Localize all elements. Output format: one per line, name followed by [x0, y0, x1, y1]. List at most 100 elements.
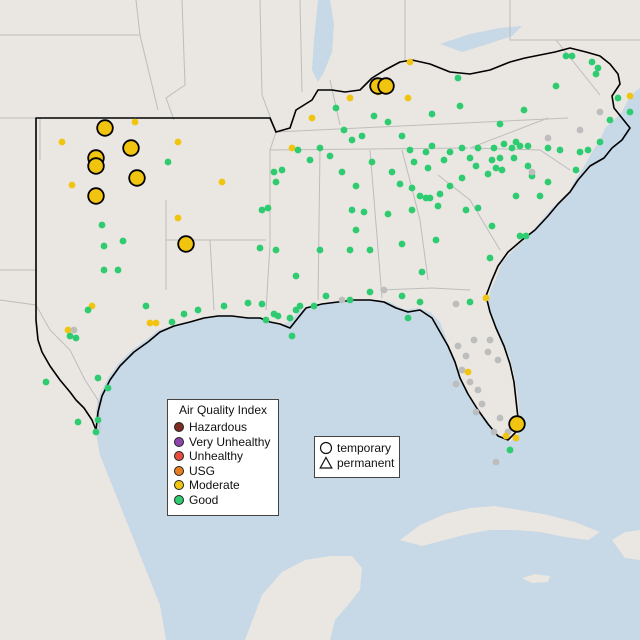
- monitor-good[interactable]: [404, 314, 412, 322]
- monitor-good[interactable]: [310, 302, 318, 310]
- monitor-good[interactable]: [410, 158, 418, 166]
- monitor-no-data[interactable]: [528, 168, 536, 176]
- monitor-no-data[interactable]: [70, 326, 78, 334]
- monitor-good[interactable]: [292, 272, 300, 280]
- monitor-good[interactable]: [462, 206, 470, 214]
- monitor-good[interactable]: [272, 246, 280, 254]
- monitor-good[interactable]: [524, 142, 532, 150]
- monitor-moderate-large[interactable]: [128, 169, 146, 187]
- monitor-good[interactable]: [408, 184, 416, 192]
- monitor-good[interactable]: [424, 164, 432, 172]
- monitor-good[interactable]: [446, 148, 454, 156]
- monitor-good[interactable]: [338, 168, 346, 176]
- monitor-no-data[interactable]: [380, 286, 388, 294]
- monitor-good[interactable]: [332, 104, 340, 112]
- monitor-good[interactable]: [422, 148, 430, 156]
- monitor-good[interactable]: [408, 206, 416, 214]
- monitor-no-data[interactable]: [490, 428, 498, 436]
- monitor-good[interactable]: [288, 332, 296, 340]
- monitor-moderate-large[interactable]: [377, 77, 395, 95]
- monitor-good[interactable]: [516, 232, 524, 240]
- monitor-good[interactable]: [306, 156, 314, 164]
- monitor-good[interactable]: [74, 418, 82, 426]
- monitor-good[interactable]: [592, 70, 600, 78]
- monitor-good[interactable]: [406, 146, 414, 154]
- monitor-moderate[interactable]: [146, 319, 154, 327]
- monitor-moderate[interactable]: [464, 368, 472, 376]
- monitor-no-data[interactable]: [458, 366, 466, 374]
- monitor-good[interactable]: [42, 378, 50, 386]
- monitor-good[interactable]: [436, 190, 444, 198]
- monitor-good[interactable]: [562, 52, 570, 60]
- monitor-good[interactable]: [398, 132, 406, 140]
- monitor-moderate[interactable]: [68, 181, 76, 189]
- monitor-good[interactable]: [396, 180, 404, 188]
- monitor-good[interactable]: [596, 138, 604, 146]
- monitor-good[interactable]: [428, 110, 436, 118]
- monitor-good[interactable]: [416, 298, 424, 306]
- monitor-no-data[interactable]: [576, 126, 584, 134]
- monitor-good[interactable]: [456, 102, 464, 110]
- monitor-good[interactable]: [498, 166, 506, 174]
- monitor-good[interactable]: [488, 156, 496, 164]
- monitor-no-data[interactable]: [470, 336, 478, 344]
- monitor-good[interactable]: [258, 300, 266, 308]
- monitor-good[interactable]: [626, 108, 634, 116]
- monitor-no-data[interactable]: [454, 342, 462, 350]
- monitor-good[interactable]: [594, 64, 602, 72]
- monitor-moderate[interactable]: [174, 138, 182, 146]
- monitor-good[interactable]: [346, 296, 354, 304]
- monitor-good[interactable]: [294, 146, 302, 154]
- monitor-moderate[interactable]: [64, 326, 72, 334]
- monitor-good[interactable]: [366, 288, 374, 296]
- monitor-good[interactable]: [352, 226, 360, 234]
- monitor-good[interactable]: [98, 221, 106, 229]
- monitor-moderate[interactable]: [482, 294, 490, 302]
- monitor-good[interactable]: [84, 306, 92, 314]
- monitor-good[interactable]: [360, 208, 368, 216]
- monitor-good[interactable]: [520, 106, 528, 114]
- monitor-good[interactable]: [496, 154, 504, 162]
- monitor-good[interactable]: [474, 204, 482, 212]
- monitor-good[interactable]: [434, 202, 442, 210]
- monitor-good[interactable]: [568, 52, 576, 60]
- monitor-good[interactable]: [512, 138, 520, 146]
- monitor-moderate-large[interactable]: [508, 415, 526, 433]
- monitor-good[interactable]: [432, 236, 440, 244]
- monitor-no-data[interactable]: [472, 408, 480, 416]
- monitor-good[interactable]: [104, 384, 112, 392]
- monitor-good[interactable]: [488, 222, 496, 230]
- monitor-good[interactable]: [556, 146, 564, 154]
- monitor-good[interactable]: [524, 162, 532, 170]
- monitor-good[interactable]: [454, 74, 462, 82]
- monitor-good[interactable]: [119, 237, 127, 245]
- monitor-good[interactable]: [490, 144, 498, 152]
- monitor-good[interactable]: [94, 416, 102, 424]
- monitor-good[interactable]: [458, 174, 466, 182]
- monitor-good[interactable]: [486, 254, 494, 262]
- monitor-good[interactable]: [366, 246, 374, 254]
- monitor-good[interactable]: [274, 312, 282, 320]
- monitor-good[interactable]: [66, 332, 74, 340]
- monitor-moderate[interactable]: [152, 319, 160, 327]
- monitor-good[interactable]: [472, 162, 480, 170]
- monitor-good[interactable]: [522, 232, 530, 240]
- monitor-good[interactable]: [614, 94, 622, 102]
- monitor-good[interactable]: [544, 178, 552, 186]
- monitor-good[interactable]: [142, 302, 150, 310]
- monitor-good[interactable]: [262, 316, 270, 324]
- monitor-good[interactable]: [270, 168, 278, 176]
- monitor-good[interactable]: [398, 292, 406, 300]
- monitor-good[interactable]: [100, 242, 108, 250]
- monitor-good[interactable]: [322, 292, 330, 300]
- monitor-good[interactable]: [458, 144, 466, 152]
- monitor-good[interactable]: [500, 140, 508, 148]
- monitor-no-data[interactable]: [478, 400, 486, 408]
- monitor-good[interactable]: [340, 126, 348, 134]
- monitor-no-data[interactable]: [486, 336, 494, 344]
- monitor-moderate[interactable]: [131, 118, 139, 126]
- monitor-good[interactable]: [422, 194, 430, 202]
- monitor-no-data[interactable]: [452, 380, 460, 388]
